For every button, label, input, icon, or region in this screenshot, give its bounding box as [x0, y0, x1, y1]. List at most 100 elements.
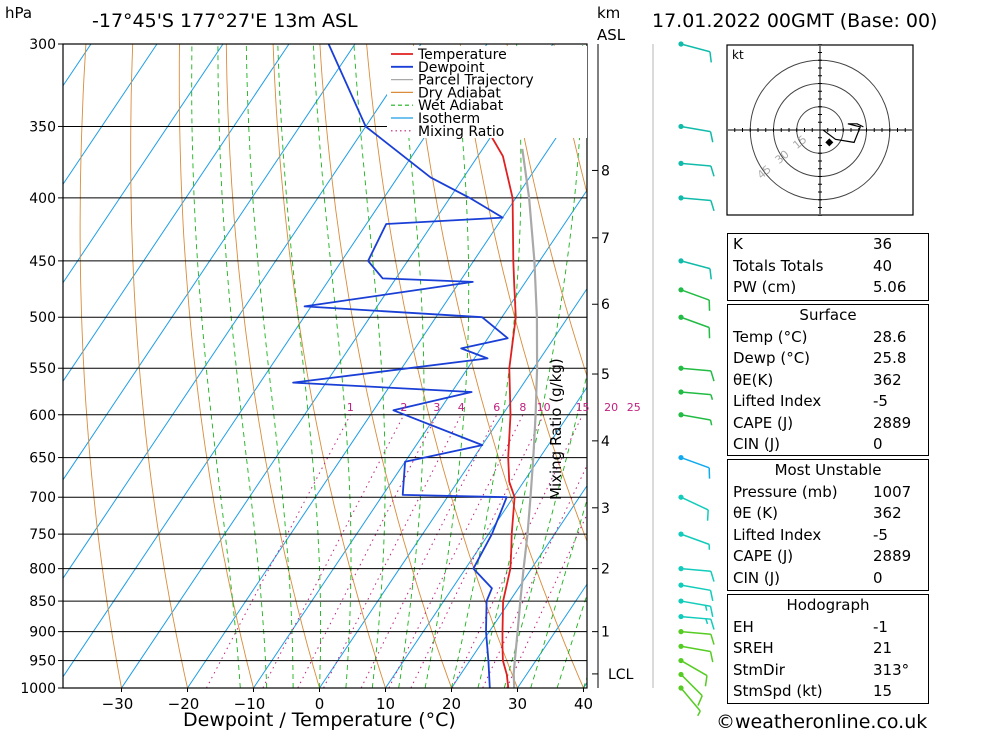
- row-value: 25.8: [873, 349, 907, 367]
- mixing-ratio-label: 8: [519, 401, 526, 414]
- wind-barb: [678, 671, 703, 706]
- km-tick-label: 5: [601, 367, 610, 383]
- pressure-tick-label: 850: [29, 594, 56, 610]
- wind-barb: [678, 566, 715, 582]
- isotherm-line: [63, 44, 488, 678]
- legend-entry: Dewpoint: [418, 60, 485, 76]
- isotherm-line: [385, 386, 587, 688]
- dewpoint-line: [292, 44, 509, 688]
- table-row: θE (K) 362: [728, 503, 928, 525]
- row-label: CIN (J): [733, 435, 781, 453]
- wet-adiabat-line: [217, 44, 268, 688]
- table-row: Pressure (mb) 1007: [728, 482, 928, 504]
- isotherm-line: [319, 287, 587, 688]
- y-axis-label: Mixing Ratio (g/kg): [547, 358, 565, 500]
- dry-adiabat-line: [178, 44, 254, 688]
- mixing-ratio-label: 10: [537, 401, 551, 414]
- wet-adiabat-line: [353, 44, 386, 688]
- wet-adiabat-line: [398, 44, 425, 688]
- wind-barb: [678, 412, 713, 426]
- row-label: Lifted Index: [733, 525, 822, 544]
- row-value: 313°: [873, 660, 910, 679]
- indices-panel: K 36 Totals Totals 40 PW (cm) 5.06: [727, 233, 929, 301]
- row-value: 40: [873, 256, 893, 275]
- row-value: 36: [873, 235, 893, 253]
- row-value: 362: [873, 504, 902, 522]
- wet-adiabat-line: [312, 44, 352, 688]
- isotherm-line: [0, 44, 25, 688]
- isotherm-line: [63, 44, 290, 383]
- pressure-tick-label: 600: [29, 408, 56, 424]
- row-label: K: [733, 235, 743, 253]
- row-label: StmSpd (kt): [733, 682, 823, 700]
- table-row: Lifted Index -5: [728, 525, 928, 547]
- mixing-ratio-label: 4: [458, 401, 465, 414]
- datetime-title: 17.01.2022 00GMT (Base: 00): [652, 10, 938, 32]
- wind-barb: [678, 613, 715, 630]
- wind-barb: [678, 287, 711, 311]
- temperature-tick-label: 40: [574, 695, 593, 713]
- temperature-tick-label: −30: [102, 695, 134, 713]
- dry-adiabat-line: [79, 44, 122, 688]
- x-axis-label: Dewpoint / Temperature (°C): [183, 709, 456, 731]
- row-label: θE (K): [733, 504, 778, 522]
- wind-barb: [678, 258, 712, 280]
- wind-barbs: [652, 41, 715, 717]
- row-value: 5.06: [873, 278, 907, 296]
- dry-adiabat-line: [975, 44, 1000, 688]
- table-row: CAPE (J) 2889: [728, 546, 928, 568]
- lcl-label: LCL: [608, 667, 634, 683]
- temperature-tick-label: 10: [376, 695, 395, 713]
- mixing-ratio-label: 25: [627, 401, 641, 414]
- wind-barb: [678, 643, 714, 663]
- pressure-tick-label: 500: [29, 310, 56, 326]
- table-row: Temp (°C) 28.6: [728, 327, 928, 349]
- mixing-ratio-label: 2: [400, 401, 407, 414]
- row-value: 2889: [873, 547, 912, 565]
- panel-title: Hodograph: [786, 596, 870, 614]
- row-label: Totals Totals: [733, 256, 824, 275]
- wet-adiabat-line: [245, 44, 294, 688]
- row-value: 15: [873, 682, 893, 700]
- dry-adiabat-line: [130, 44, 188, 688]
- isotherm-line: [121, 44, 554, 688]
- wind-barb: [678, 582, 714, 602]
- parcel-trajectory-line: [512, 148, 539, 688]
- row-label: StmDir: [733, 660, 785, 679]
- mixing-ratio-line: [205, 414, 351, 688]
- storm-motion-marker: [825, 138, 834, 147]
- legend-entry: Dry Adiabat: [418, 85, 501, 101]
- wet-adiabat-line: [503, 372, 587, 688]
- hodograph-panel: Hodograph EH -1 SREH 21 StmDir 313° StmSpd (kt)…: [727, 594, 929, 704]
- table-row: EH -1: [728, 617, 928, 639]
- wind-barb: [678, 494, 709, 521]
- row-value: 0: [873, 568, 883, 587]
- wind-barb: [678, 531, 711, 550]
- table-row: K 36: [728, 234, 928, 256]
- table-row: θE(K) 362: [728, 370, 928, 392]
- row-value: 1007: [873, 482, 912, 501]
- legend-entry: Isotherm: [418, 111, 480, 127]
- pressure-tick-label: 300: [29, 37, 56, 53]
- isotherm-line: [253, 189, 587, 688]
- row-label: Temp (°C): [733, 327, 808, 346]
- height-unit-asl: ASL: [597, 26, 626, 44]
- legend-entry: Parcel Trajectory: [418, 73, 534, 89]
- row-label: PW (cm): [733, 278, 797, 296]
- wind-barb: [678, 123, 714, 143]
- legend-entry: Wet Adiabat: [418, 98, 504, 114]
- wet-adiabat-line: [451, 44, 522, 688]
- row-label: SREH: [733, 639, 774, 657]
- pressure-tick-label: 350: [29, 119, 56, 135]
- wet-adiabat-line: [277, 44, 322, 688]
- pressure-unit-label: hPa: [5, 4, 33, 22]
- row-label: Dewp (°C): [733, 349, 811, 367]
- temperature-tick-label: 0: [315, 695, 325, 713]
- wind-barb: [678, 598, 714, 617]
- height-unit-km: km: [597, 4, 621, 22]
- temperature-tick-label: 20: [442, 695, 461, 713]
- pressure-tick-label: 950: [29, 654, 56, 670]
- table-row: Lifted Index -5: [728, 391, 928, 413]
